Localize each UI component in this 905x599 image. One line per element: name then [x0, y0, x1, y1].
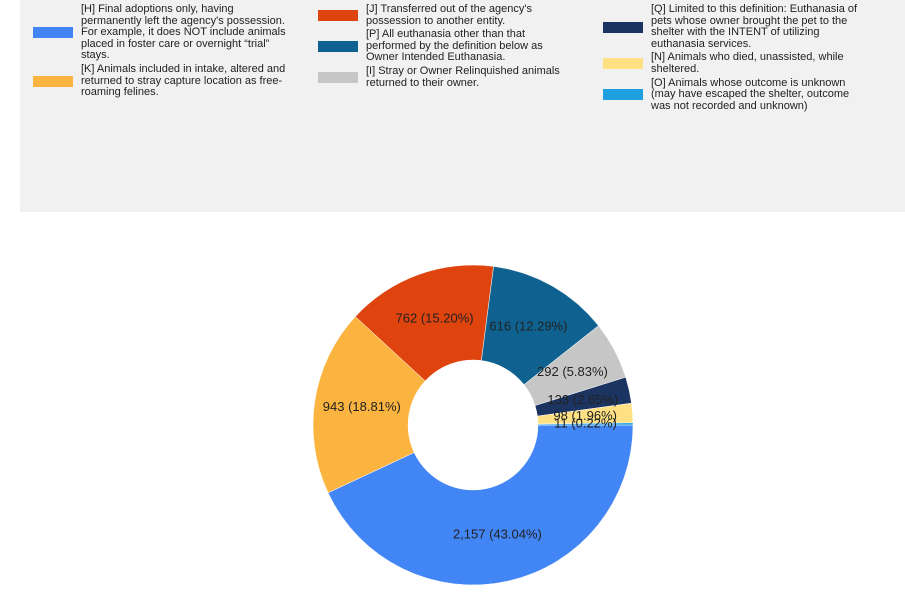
slice	[327, 424, 634, 586]
legend-label: [H] Final adoptions only, having permane…	[81, 3, 286, 62]
donut-chart: 2,157 (43.04%) 943 (18.81%) 762 (15.20%) 61…	[312, 264, 634, 586]
legend-swatch	[603, 58, 643, 70]
legend-item: [Q] Limited to this definition: Euthanas…	[603, 3, 861, 50]
legend-label: [I] Stray or Owner Relinquished animals …	[366, 64, 560, 89]
legend-label: [J] Transferred out of the agency's poss…	[366, 3, 532, 27]
data-label: 2,157 (43.04%)	[453, 526, 542, 541]
legend-swatch	[603, 89, 643, 101]
data-label: 762 (15.20%)	[396, 311, 474, 326]
data-label: 292 (5.83%)	[537, 364, 608, 379]
data-label: 11 (0.22%)	[554, 416, 617, 431]
legend-label: [N] Animals who died, unassisted, while …	[651, 51, 844, 75]
legend-item: [H] Final adoptions only, having permane…	[33, 3, 291, 62]
slice	[537, 422, 634, 426]
legend-item: [J] Transferred out of the agency's poss…	[318, 3, 576, 27]
legend-label: [Q] Limited to this definition: Euthanas…	[651, 3, 858, 50]
legend-swatch	[603, 21, 643, 33]
legend-item: [N] Animals who died, unassisted, while …	[603, 52, 861, 75]
legend-swatch	[33, 27, 73, 39]
legend-label: [P] All euthanasia other than that perfo…	[366, 28, 543, 64]
data-label: 98 (1.96%)	[553, 408, 617, 423]
legend-column: [Q] Limited to this definition: Euthanas…	[603, 3, 861, 113]
slice	[312, 316, 426, 494]
legend-column: [H] Final adoptions only, having permane…	[33, 3, 291, 99]
legend-swatch	[318, 72, 358, 84]
data-label: 943 (18.81%)	[323, 399, 401, 414]
legend-column: [J] Transferred out of the agency's poss…	[318, 3, 576, 89]
legend-item: [P] All euthanasia other than that perfo…	[318, 28, 576, 64]
data-label: 616 (12.29%)	[489, 319, 567, 334]
legend-item: [I] Stray or Owner Relinquished animals …	[318, 64, 576, 89]
data-label: 133 (2.65%)	[547, 392, 618, 407]
legend-swatch	[33, 75, 73, 87]
legend-item: [O] Animals whose outcome is unknown (ma…	[603, 76, 861, 113]
legend-label: [K] Animals included in intake, altered …	[81, 62, 286, 99]
legend-swatch	[318, 10, 358, 22]
legend: [H] Final adoptions only, having permane…	[20, 0, 905, 212]
legend-swatch	[318, 41, 358, 53]
slice	[354, 264, 494, 382]
legend-item: [K] Animals included in intake, altered …	[33, 62, 291, 99]
legend-label: [O] Animals whose outcome is unknown (ma…	[651, 76, 850, 112]
